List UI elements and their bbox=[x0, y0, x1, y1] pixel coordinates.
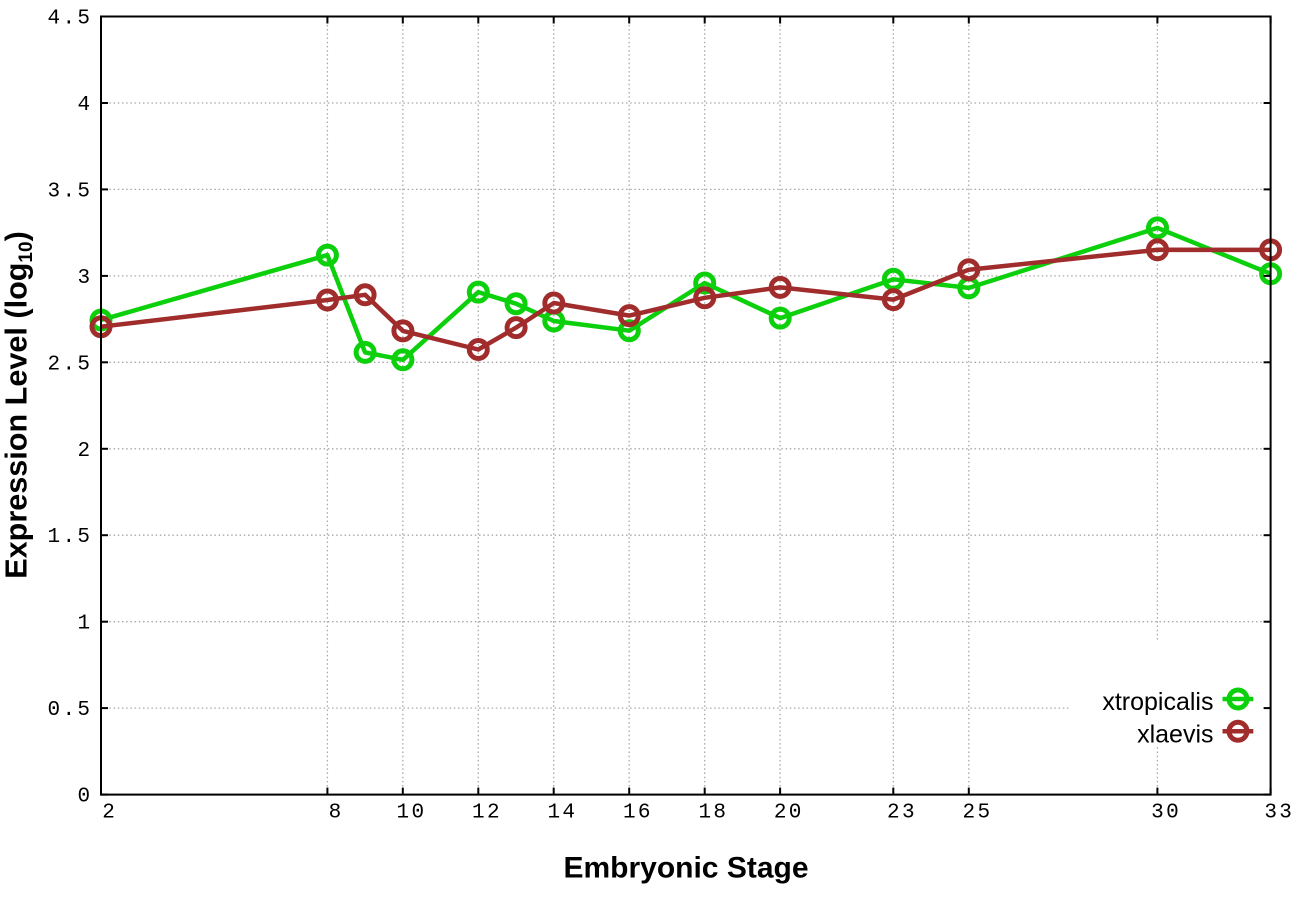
svg-text:Expression Level (log10): Expression Level (log10) bbox=[0, 231, 37, 579]
svg-text:8: 8 bbox=[329, 802, 344, 825]
svg-text:2: 2 bbox=[102, 802, 117, 825]
svg-text:2: 2 bbox=[77, 440, 92, 463]
svg-text:0: 0 bbox=[77, 786, 92, 809]
svg-text:16: 16 bbox=[623, 802, 653, 825]
svg-text:4: 4 bbox=[77, 94, 92, 117]
svg-text:3.5: 3.5 bbox=[48, 180, 93, 203]
svg-text:xtropicalis: xtropicalis bbox=[1102, 688, 1213, 716]
svg-text:18: 18 bbox=[698, 802, 728, 825]
svg-text:3: 3 bbox=[77, 267, 92, 290]
svg-text:xlaevis: xlaevis bbox=[1137, 721, 1213, 749]
svg-text:12: 12 bbox=[472, 802, 502, 825]
svg-text:30: 30 bbox=[1151, 802, 1181, 825]
svg-text:10: 10 bbox=[397, 802, 427, 825]
svg-text:Embryonic Stage: Embryonic Stage bbox=[563, 852, 808, 885]
svg-text:0.5: 0.5 bbox=[48, 699, 93, 722]
svg-text:1: 1 bbox=[77, 613, 92, 636]
svg-text:23: 23 bbox=[887, 802, 917, 825]
svg-text:25: 25 bbox=[963, 802, 993, 825]
svg-text:4.5: 4.5 bbox=[48, 8, 93, 31]
svg-text:33: 33 bbox=[1264, 802, 1294, 825]
svg-text:2.5: 2.5 bbox=[48, 353, 93, 376]
svg-text:1.5: 1.5 bbox=[48, 526, 93, 549]
svg-text:14: 14 bbox=[547, 802, 577, 825]
svg-text:20: 20 bbox=[774, 802, 804, 825]
